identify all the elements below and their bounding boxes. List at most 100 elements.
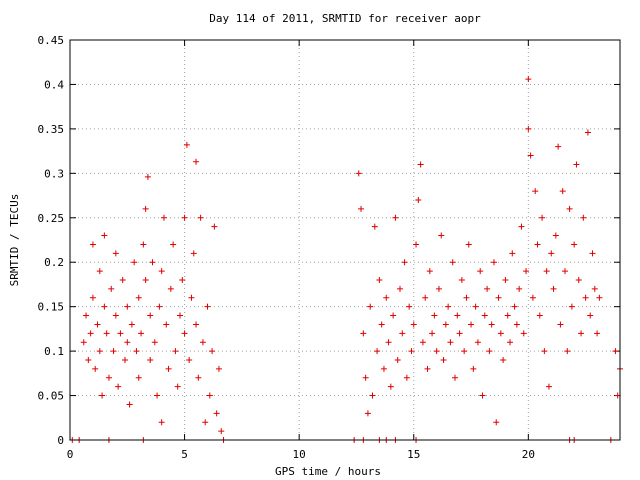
data-point [525, 76, 532, 83]
data-point [463, 294, 470, 301]
data-point [186, 357, 193, 363]
x-tick-label: 10 [293, 448, 306, 461]
data-point [431, 312, 438, 319]
data-point [481, 312, 488, 319]
y-tick-label: 0.45 [38, 34, 65, 47]
data-point [355, 170, 362, 177]
data-point [438, 232, 445, 239]
data-point [536, 312, 543, 319]
data-point [392, 214, 399, 221]
data-point [502, 277, 509, 283]
y-tick-label: 0.4 [44, 78, 64, 91]
data-point [456, 330, 463, 337]
data-point [94, 321, 101, 328]
data-point [417, 161, 424, 168]
data-point [534, 241, 541, 248]
data-point [468, 321, 475, 328]
data-point [442, 321, 449, 328]
data-point [465, 241, 472, 248]
y-axis-label: SRMTID / TECUs [8, 194, 21, 287]
y-tick-label: 0.15 [38, 301, 65, 314]
data-point [165, 365, 172, 372]
data-point [215, 365, 222, 372]
data-point [135, 374, 142, 381]
data-point [142, 205, 149, 212]
data-point [452, 374, 458, 381]
data-point [479, 392, 486, 399]
x-tick-label: 0 [67, 448, 74, 461]
data-point [486, 348, 493, 355]
data-point [445, 303, 452, 310]
data-point [218, 428, 225, 435]
data-point [461, 348, 468, 355]
data-point [360, 330, 367, 337]
data-point [532, 188, 539, 195]
data-point [160, 214, 167, 221]
data-point [413, 241, 420, 248]
data-point [80, 339, 87, 346]
data-point [154, 392, 161, 399]
data-point [385, 339, 392, 346]
data-point [367, 303, 374, 310]
data-point [183, 141, 190, 148]
data-point [429, 330, 436, 337]
data-point [202, 419, 209, 426]
data-point [211, 223, 218, 230]
data-point [419, 339, 426, 346]
data-point [571, 241, 578, 248]
data-point [509, 250, 516, 257]
data-point [403, 374, 410, 381]
data-point [158, 419, 165, 426]
data-point [578, 330, 585, 337]
data-point [410, 321, 417, 328]
data-point [529, 294, 536, 301]
data-point [103, 330, 110, 337]
data-point [195, 374, 202, 381]
data-point [167, 285, 174, 292]
data-point [520, 330, 527, 337]
data-point [589, 250, 596, 257]
data-points [69, 76, 623, 443]
data-point [96, 348, 103, 355]
y-tick-label: 0.05 [38, 390, 65, 403]
data-point [507, 339, 513, 346]
data-point [484, 285, 491, 292]
data-point [142, 277, 149, 283]
data-point [408, 348, 415, 355]
y-tick-label: 0 [57, 434, 64, 447]
data-point [358, 205, 365, 212]
data-point [559, 188, 566, 195]
data-point [580, 214, 587, 221]
data-point [472, 303, 479, 310]
data-point [177, 312, 183, 319]
data-point [566, 205, 573, 212]
data-point [197, 214, 204, 221]
data-point [181, 214, 188, 221]
x-axis: 0 5 10 15 20 [67, 40, 535, 461]
data-point [362, 374, 369, 381]
data-point [89, 294, 96, 301]
data-point [156, 303, 163, 310]
data-point [193, 321, 200, 328]
data-point [449, 259, 456, 266]
data-point [112, 250, 119, 257]
data-point [440, 357, 447, 363]
data-point [122, 357, 128, 363]
data-point [504, 312, 511, 319]
data-point [380, 365, 387, 372]
data-point [213, 410, 220, 417]
data-point [110, 348, 117, 355]
data-point [83, 312, 90, 319]
data-point [128, 321, 135, 328]
data-point [545, 383, 552, 390]
data-point [596, 294, 603, 301]
data-point [575, 277, 582, 283]
data-point [369, 392, 376, 399]
data-point [126, 401, 133, 408]
data-point [582, 294, 589, 301]
data-point [555, 143, 562, 150]
data-point [115, 383, 122, 390]
data-point [364, 410, 371, 417]
data-point [170, 241, 177, 248]
y-tick-label: 0.1 [44, 345, 64, 358]
